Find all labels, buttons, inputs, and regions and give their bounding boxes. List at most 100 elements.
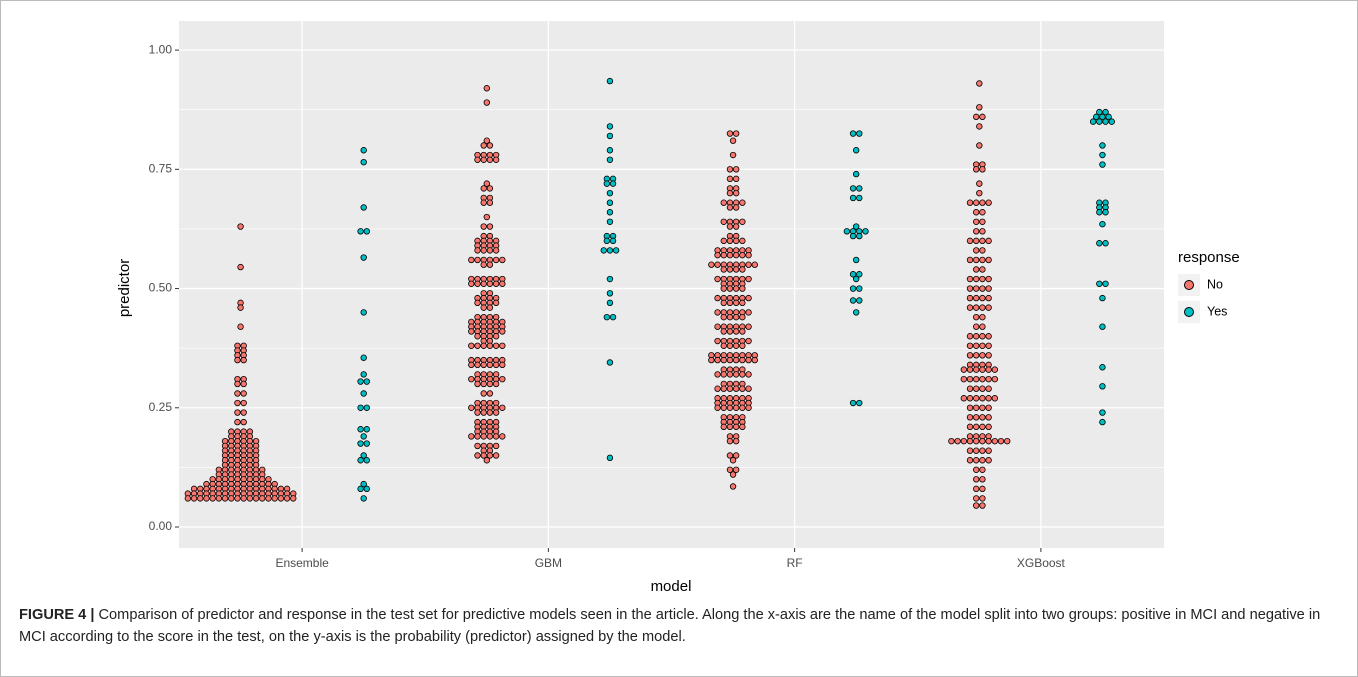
y-tick-label: 0.00 — [149, 519, 173, 533]
legend-label: Yes — [1207, 304, 1227, 318]
dot — [714, 323, 721, 330]
dot — [973, 294, 980, 302]
dot — [486, 304, 494, 311]
dot — [997, 437, 1005, 445]
dot — [714, 309, 721, 316]
dot — [973, 228, 980, 235]
dot — [1099, 161, 1106, 168]
dot — [237, 223, 244, 230]
dot — [609, 237, 617, 245]
dot — [856, 271, 863, 278]
dot — [985, 395, 992, 402]
dot — [714, 385, 721, 392]
dot — [603, 313, 611, 321]
dot — [606, 199, 614, 206]
dot — [606, 123, 614, 130]
dot — [745, 356, 752, 364]
dot — [973, 275, 980, 283]
dot — [726, 299, 734, 307]
dot — [360, 371, 367, 378]
dot — [726, 404, 734, 411]
dot — [862, 228, 869, 235]
dot — [360, 452, 367, 459]
dot — [726, 175, 734, 183]
dot — [973, 502, 980, 509]
dot — [973, 333, 980, 340]
dot — [979, 404, 986, 411]
dot — [486, 380, 494, 388]
dot — [732, 299, 740, 307]
dot — [954, 437, 961, 445]
dot — [729, 457, 737, 464]
dot — [197, 495, 204, 502]
dot — [468, 342, 475, 349]
dot — [606, 156, 614, 163]
dot — [966, 414, 974, 421]
dot — [474, 247, 481, 254]
dot — [985, 304, 992, 311]
dot — [1099, 364, 1106, 371]
dot — [985, 423, 992, 431]
dot — [966, 342, 974, 349]
dot — [985, 404, 992, 411]
dot — [991, 375, 999, 383]
dot — [732, 371, 740, 378]
dot — [203, 495, 210, 502]
dot — [849, 285, 857, 292]
dot — [360, 309, 367, 316]
dot — [1096, 280, 1103, 287]
dot — [606, 247, 614, 254]
dot — [606, 189, 614, 197]
dot — [852, 309, 860, 316]
dot — [480, 199, 487, 206]
dot — [726, 356, 734, 364]
dot — [606, 290, 614, 297]
dot — [852, 147, 860, 154]
dot — [849, 297, 857, 304]
dot — [486, 361, 494, 369]
dot — [979, 323, 986, 330]
dot — [966, 304, 974, 311]
dot — [720, 299, 727, 307]
dot — [966, 199, 974, 206]
dot — [606, 77, 614, 85]
dot — [720, 237, 727, 245]
dot — [745, 371, 752, 378]
dot — [849, 271, 857, 278]
dot — [979, 237, 986, 245]
dot — [726, 223, 734, 230]
dot — [726, 189, 734, 197]
dot — [720, 266, 727, 273]
dot — [739, 404, 746, 411]
dot — [973, 199, 980, 206]
dot — [480, 380, 487, 388]
dot — [209, 495, 216, 502]
dot — [985, 285, 992, 292]
dot — [732, 404, 740, 411]
dot — [271, 495, 278, 502]
x-tick-label: RF — [787, 556, 803, 570]
y-tick-label: 0.75 — [149, 161, 173, 175]
dot — [357, 378, 364, 385]
dot — [468, 256, 475, 264]
dot — [979, 375, 986, 383]
dot — [714, 275, 721, 283]
dot — [732, 266, 740, 273]
dot — [240, 418, 247, 426]
dot — [979, 247, 986, 254]
dot — [973, 166, 980, 173]
caption: FIGURE 4 | Comparison of predictor and r… — [19, 604, 1344, 648]
dot — [480, 185, 487, 192]
dot — [363, 426, 370, 433]
dot — [486, 390, 494, 397]
dot — [973, 266, 980, 273]
dot — [732, 251, 740, 259]
dot — [849, 399, 857, 407]
dot — [852, 256, 860, 264]
dot — [745, 404, 752, 411]
x-tick-label: Ensemble — [275, 556, 329, 570]
dot — [726, 371, 734, 378]
dot — [726, 285, 734, 292]
dot — [976, 123, 983, 130]
dot — [360, 254, 367, 261]
